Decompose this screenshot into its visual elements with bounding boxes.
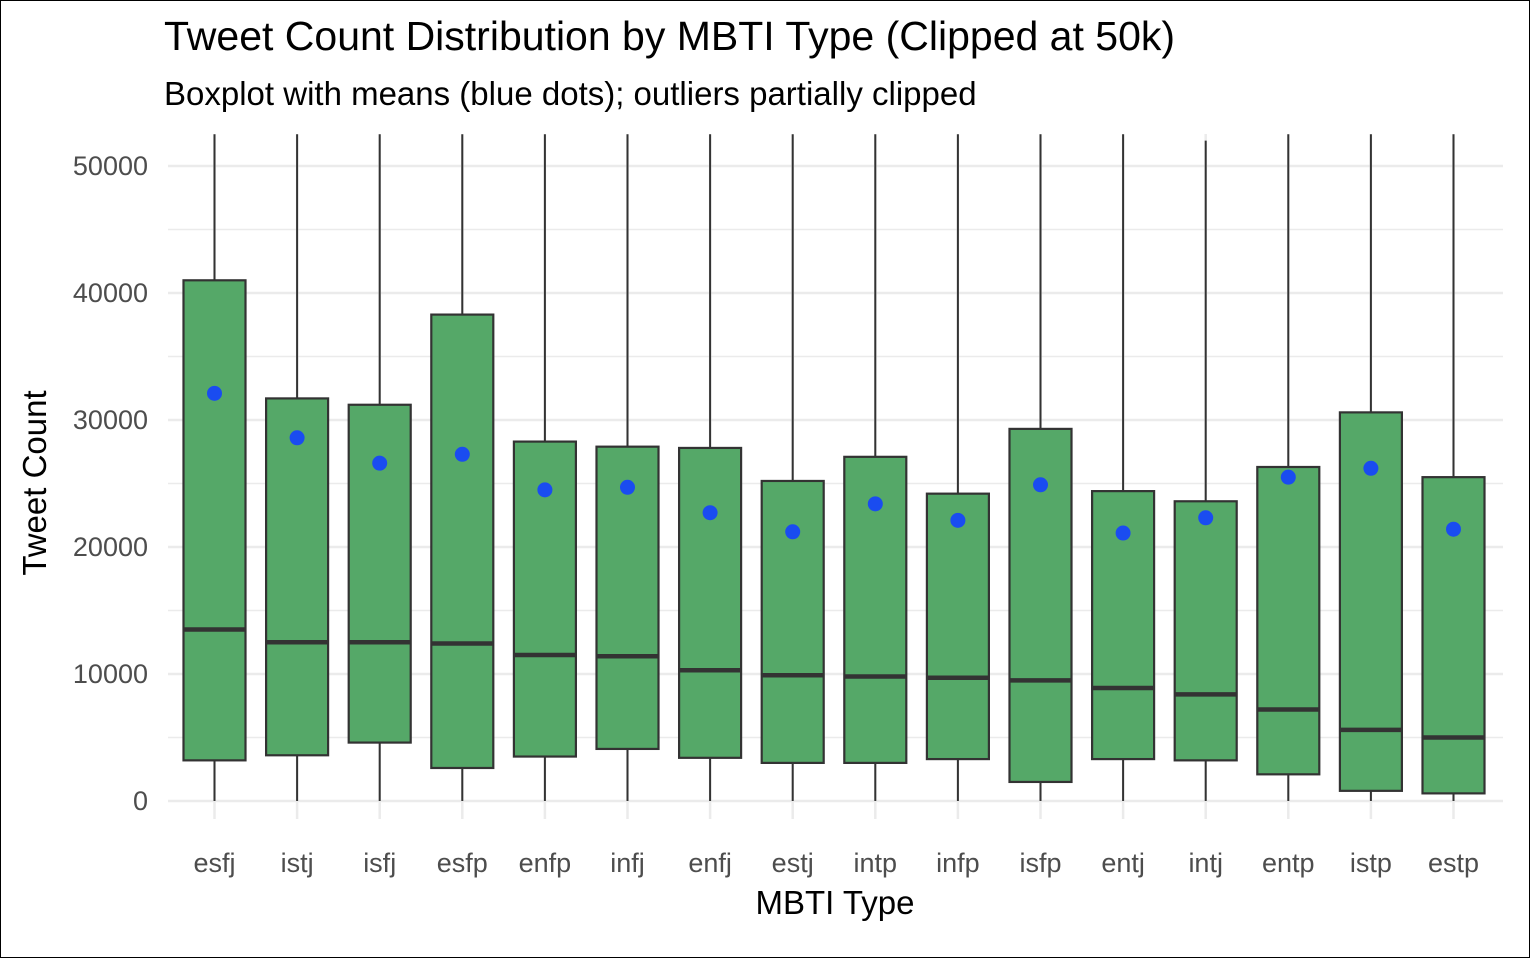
y-tick-label: 20000 [73, 532, 148, 562]
mean-dot-isfp [1033, 477, 1048, 493]
mean-dot-intp [867, 496, 883, 512]
box-entp [1256, 465, 1321, 776]
x-tick-label: intj [1188, 848, 1223, 878]
mean-dot-entj [1115, 525, 1131, 541]
box-infp [925, 492, 991, 761]
y-tick-label: 30000 [73, 405, 148, 435]
x-tick-label: isfp [1019, 848, 1061, 878]
box-intj [1173, 500, 1238, 762]
x-tick-label: enfj [688, 848, 732, 878]
x-tick-label: istp [1350, 848, 1392, 878]
mean-dot-estj [785, 524, 801, 540]
x-tick-label: esfj [193, 848, 235, 878]
y-tick-label: 0 [133, 786, 148, 816]
chart-subtitle: Boxplot with means (blue dots); outliers… [164, 75, 977, 112]
x-tick-label: enfp [519, 848, 572, 878]
mean-dot-estp [1446, 521, 1461, 537]
x-tick-label: entp [1262, 848, 1315, 878]
x-axis-title: MBTI Type [756, 884, 915, 921]
x-tick-label: esfp [437, 848, 488, 878]
mean-dot-intj [1198, 510, 1214, 526]
mean-dot-entp [1280, 469, 1296, 485]
y-tick-label: 10000 [73, 659, 148, 689]
x-tick-label: isfj [363, 848, 396, 878]
box-isfj [347, 403, 412, 744]
mean-dot-enfp [537, 482, 553, 498]
x-tick-label: estp [1428, 848, 1479, 878]
mean-dot-infp [950, 512, 966, 528]
x-tick-label: infp [936, 848, 980, 878]
mean-dot-enfj [702, 505, 718, 521]
box-infj [595, 445, 660, 751]
x-tick-label: intp [854, 848, 898, 878]
box-esfj [182, 279, 247, 762]
box-enfj [677, 446, 743, 759]
mean-dot-esfp [454, 446, 470, 462]
x-tick-label: infj [610, 848, 645, 878]
mean-dot-istp [1363, 460, 1379, 476]
x-tick-label: istj [281, 848, 314, 878]
chart-title: Tweet Count Distribution by MBTI Type (C… [164, 13, 1176, 59]
y-axis-title: Tweet Count [16, 390, 53, 575]
y-tick-label: 40000 [73, 278, 148, 308]
mean-dot-isfj [372, 455, 388, 471]
mean-dot-infj [620, 479, 635, 495]
y-tick-label: 50000 [73, 151, 148, 181]
box-estj [760, 479, 825, 764]
x-tick-label: entj [1101, 848, 1145, 878]
mean-dot-esfj [207, 385, 222, 401]
mean-dot-istj [289, 430, 305, 446]
box-istj [265, 397, 330, 757]
box-esfp [430, 313, 495, 770]
x-tick-label: estj [772, 848, 814, 878]
